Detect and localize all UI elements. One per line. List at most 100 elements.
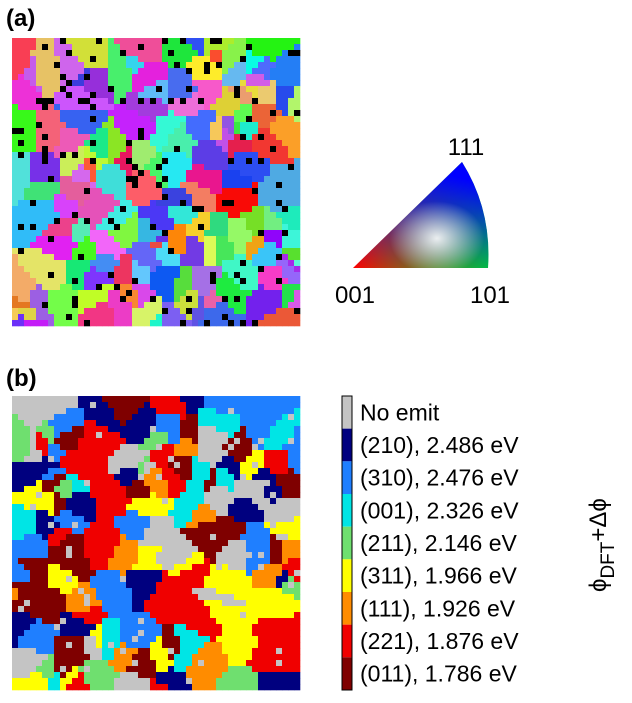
map-pixel bbox=[246, 68, 253, 75]
map-pixel bbox=[66, 110, 73, 117]
map-pixel bbox=[252, 212, 259, 219]
map-pixel bbox=[48, 672, 55, 679]
map-pixel bbox=[126, 642, 133, 649]
map-pixel bbox=[120, 86, 127, 93]
map-pixel bbox=[48, 618, 55, 625]
map-pixel bbox=[252, 450, 259, 457]
map-pixel bbox=[90, 308, 97, 315]
map-pixel bbox=[144, 44, 151, 51]
map-pixel bbox=[72, 80, 79, 87]
map-pixel bbox=[150, 600, 157, 607]
map-pixel bbox=[204, 516, 211, 523]
map-pixel bbox=[42, 630, 49, 637]
map-pixel bbox=[108, 540, 115, 547]
map-pixel bbox=[246, 278, 253, 285]
map-pixel bbox=[150, 648, 157, 655]
map-pixel bbox=[282, 176, 289, 183]
map-pixel bbox=[276, 540, 283, 547]
map-pixel bbox=[258, 104, 265, 111]
map-pixel bbox=[288, 456, 295, 463]
map-pixel bbox=[252, 414, 259, 421]
map-pixel bbox=[240, 188, 247, 195]
map-pixel bbox=[228, 158, 235, 165]
map-pixel bbox=[48, 266, 55, 273]
map-pixel bbox=[162, 44, 169, 51]
map-pixel bbox=[54, 302, 61, 309]
map-pixel bbox=[282, 302, 289, 309]
map-pixel bbox=[252, 230, 259, 237]
map-pixel bbox=[96, 146, 103, 153]
map-pixel bbox=[168, 660, 175, 667]
map-pixel bbox=[240, 44, 247, 51]
map-pixel bbox=[84, 402, 91, 409]
map-pixel bbox=[192, 110, 199, 117]
map-pixel bbox=[252, 492, 259, 499]
map-pixel bbox=[210, 314, 217, 321]
map-pixel bbox=[156, 420, 163, 427]
map-pixel bbox=[216, 164, 223, 171]
map-pixel bbox=[84, 414, 91, 421]
map-pixel bbox=[282, 74, 289, 81]
map-pixel bbox=[240, 582, 247, 589]
map-pixel bbox=[234, 540, 241, 547]
map-pixel bbox=[252, 158, 259, 165]
map-pixel bbox=[36, 498, 43, 505]
map-pixel bbox=[258, 564, 265, 571]
map-pixel bbox=[90, 516, 97, 523]
map-pixel bbox=[168, 68, 175, 75]
map-pixel bbox=[108, 146, 115, 153]
map-pixel bbox=[84, 98, 91, 105]
axis-suffix: +Δϕ bbox=[585, 498, 612, 542]
map-pixel bbox=[228, 534, 235, 541]
map-pixel bbox=[150, 540, 157, 547]
map-pixel bbox=[48, 678, 55, 685]
map-pixel bbox=[240, 564, 247, 571]
map-pixel bbox=[282, 314, 289, 321]
map-pixel bbox=[282, 104, 289, 111]
map-pixel bbox=[198, 92, 205, 99]
map-pixel bbox=[42, 140, 49, 147]
map-pixel bbox=[144, 438, 151, 445]
map-pixel bbox=[18, 420, 25, 427]
map-pixel bbox=[276, 122, 283, 129]
map-pixel bbox=[114, 636, 121, 643]
map-pixel bbox=[276, 414, 283, 421]
map-pixel bbox=[12, 182, 19, 189]
map-pixel bbox=[78, 260, 85, 267]
map-pixel bbox=[228, 236, 235, 243]
map-pixel bbox=[264, 200, 271, 207]
map-pixel bbox=[72, 522, 79, 529]
map-pixel bbox=[240, 290, 247, 297]
map-pixel bbox=[120, 480, 127, 487]
map-pixel bbox=[162, 56, 169, 63]
map-pixel bbox=[138, 176, 145, 183]
map-pixel bbox=[192, 134, 199, 141]
map-pixel bbox=[78, 546, 85, 553]
map-pixel bbox=[42, 576, 49, 583]
map-pixel bbox=[60, 426, 67, 433]
map-pixel bbox=[132, 600, 139, 607]
map-pixel bbox=[84, 140, 91, 147]
map-pixel bbox=[84, 420, 91, 427]
map-pixel bbox=[186, 462, 193, 469]
map-pixel bbox=[30, 176, 37, 183]
map-pixel bbox=[192, 540, 199, 547]
map-pixel bbox=[234, 284, 241, 291]
map-pixel bbox=[30, 194, 37, 201]
map-pixel bbox=[270, 474, 277, 481]
map-pixel bbox=[186, 290, 193, 297]
map-pixel bbox=[264, 582, 271, 589]
map-pixel bbox=[60, 182, 67, 189]
map-pixel bbox=[132, 314, 139, 321]
map-pixel bbox=[90, 600, 97, 607]
map-pixel bbox=[90, 408, 97, 415]
map-pixel bbox=[132, 44, 139, 51]
map-pixel bbox=[126, 164, 133, 171]
map-pixel bbox=[228, 38, 235, 45]
map-pixel bbox=[168, 462, 175, 469]
map-pixel bbox=[210, 104, 217, 111]
map-pixel bbox=[132, 302, 139, 309]
map-pixel bbox=[36, 164, 43, 171]
map-pixel bbox=[186, 134, 193, 141]
map-pixel bbox=[276, 600, 283, 607]
